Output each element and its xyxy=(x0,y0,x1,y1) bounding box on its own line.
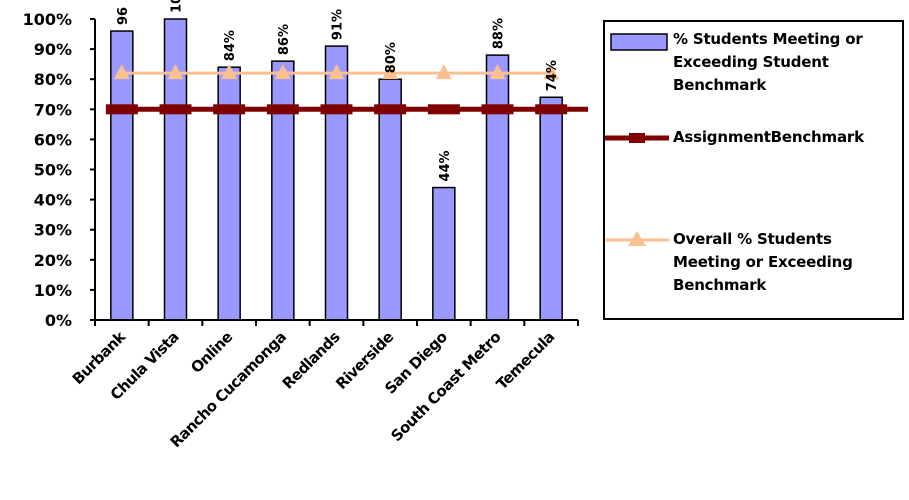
overall-marker xyxy=(328,64,345,80)
legend-item-student-bars: % Students Meeting or Exceeding Student … xyxy=(605,28,902,100)
bar-data-label: 80% xyxy=(384,42,399,73)
overall-marker xyxy=(113,64,130,80)
overall-marker xyxy=(382,64,399,80)
bar-data-label: 74% xyxy=(545,60,560,91)
overall-swatch-marker xyxy=(628,231,646,246)
bar-series xyxy=(110,18,563,321)
bar-swatch-icon xyxy=(610,33,668,51)
bar-data-label: 84% xyxy=(223,30,238,61)
y-tick-label: 30% xyxy=(34,221,72,240)
assignment-benchmark-series xyxy=(105,104,588,115)
y-tick-label: 60% xyxy=(34,130,72,149)
benchmark-marker xyxy=(320,104,353,115)
y-tick-label: 0% xyxy=(45,311,72,330)
bar xyxy=(485,54,510,321)
bar-data-label: 88% xyxy=(492,18,507,49)
bar-data-label: 86% xyxy=(277,24,292,55)
bar xyxy=(432,186,456,321)
y-tick-label: 90% xyxy=(34,40,72,59)
overall-marker xyxy=(489,64,506,80)
y-tick-label: 40% xyxy=(34,191,72,210)
legend-label-overall: Overall % Students Meeting or Exceeding … xyxy=(673,230,853,294)
bar xyxy=(163,18,188,321)
bar xyxy=(271,60,295,321)
benchmark-marker xyxy=(481,104,514,115)
bar-swatch xyxy=(610,33,668,51)
bar xyxy=(378,78,402,321)
legend-label-student: % Students Meeting or Exceeding Student … xyxy=(673,30,863,94)
triangle-swatch-icon xyxy=(605,231,669,246)
bar-data-label: 91% xyxy=(331,9,346,40)
bar-data-labels: 96 100 84% 86% 91% 80% 44% 88% 74% xyxy=(116,0,560,182)
axes xyxy=(90,18,579,326)
y-tick-label: 10% xyxy=(34,281,72,300)
bar xyxy=(539,96,563,321)
benchmark-marker xyxy=(535,104,568,115)
bar-data-label: 44% xyxy=(438,150,453,181)
legend-item-assignment-benchmark: AssignmentBenchmark xyxy=(605,126,902,150)
benchmark-marker xyxy=(427,104,460,115)
y-axis-tick-labels: 0% 10% 20% 30% 40% 50% 60% 70% 80% 90% 100% xyxy=(23,10,72,330)
x-category-label: Online xyxy=(187,328,236,377)
bar-data-label: 96 xyxy=(116,7,131,25)
legend-label-benchmark: AssignmentBenchmark xyxy=(673,128,864,146)
overall-marker xyxy=(274,64,291,80)
line-swatch-icon xyxy=(605,133,669,143)
overall-marker xyxy=(543,64,560,80)
overall-marker xyxy=(435,64,452,80)
benchmark-marker xyxy=(266,104,299,115)
y-tick-label: 50% xyxy=(34,161,72,180)
benchmark-marker xyxy=(105,104,138,115)
bar xyxy=(324,45,349,321)
benchmark-marker xyxy=(374,104,407,115)
y-tick-label: 80% xyxy=(34,70,72,89)
y-tick-label: 70% xyxy=(34,100,72,119)
legend-item-overall: Overall % Students Meeting or Exceeding … xyxy=(605,228,902,300)
y-tick-label: 20% xyxy=(34,251,72,270)
benchmark-marker xyxy=(159,104,192,115)
x-category-label: Temecula xyxy=(493,328,558,393)
benchmark-swatch-marker xyxy=(629,133,645,143)
bar-data-label: 100 xyxy=(170,0,185,13)
chart-legend: % Students Meeting or Exceeding Student … xyxy=(603,20,904,320)
overall-marker xyxy=(221,64,238,80)
overall-percent-series xyxy=(113,64,560,80)
benchmark-marker xyxy=(213,104,246,115)
overall-marker xyxy=(167,64,184,80)
y-tick-label: 100% xyxy=(23,10,72,29)
